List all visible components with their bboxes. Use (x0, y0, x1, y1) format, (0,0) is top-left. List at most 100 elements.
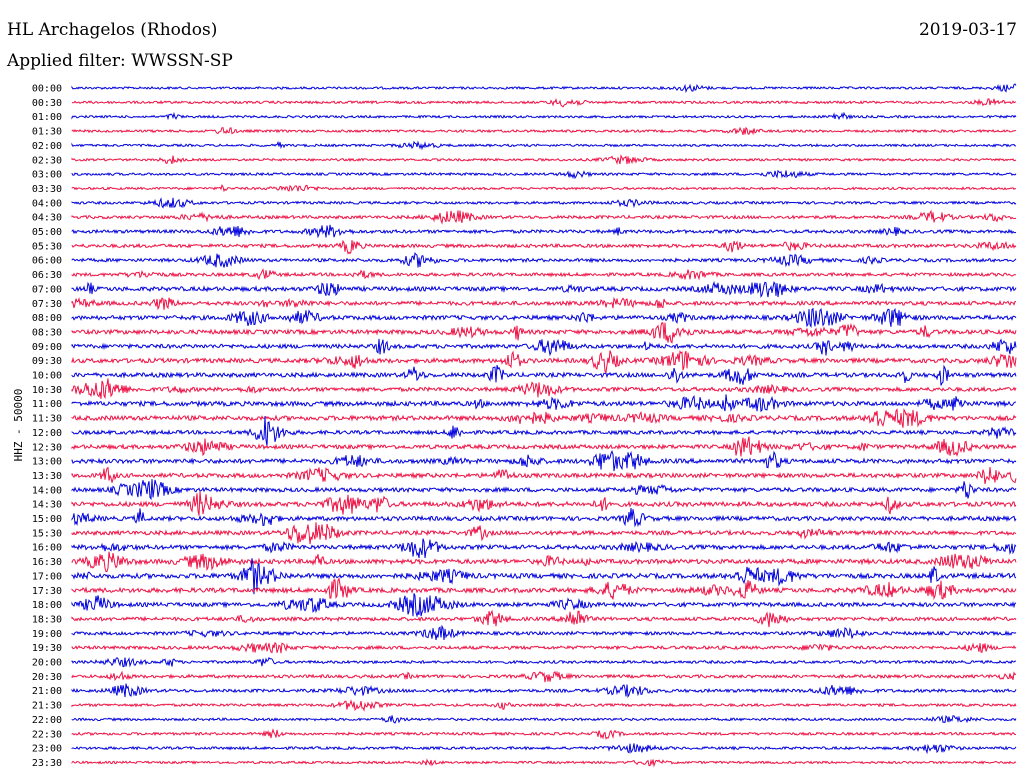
time-label: 05:30 (32, 241, 62, 252)
time-label: 02:00 (32, 141, 62, 152)
trace-line (71, 728, 1016, 740)
trace-line (71, 183, 1017, 193)
trace-line (71, 154, 1017, 165)
trace-line (71, 507, 1017, 528)
time-label: 17:00 (32, 571, 62, 582)
trace-line (71, 656, 1016, 668)
trace-line (71, 479, 1017, 501)
trace-line (71, 83, 1017, 94)
time-label: 11:00 (32, 399, 62, 410)
time-label: 00:30 (32, 98, 62, 109)
trace-line (71, 338, 1017, 357)
time-label: 18:30 (32, 614, 62, 625)
time-label: 23:30 (32, 758, 62, 769)
trace-line (71, 436, 1017, 457)
trace-line (71, 609, 1017, 628)
date-label: 2019-03-17 (918, 20, 1017, 40)
trace-line (71, 239, 1017, 255)
time-label: 12:00 (32, 428, 62, 439)
time-label: 01:30 (32, 127, 62, 138)
time-label: 13:00 (32, 457, 62, 468)
time-label: 21:30 (32, 701, 62, 712)
time-label: 15:00 (32, 514, 62, 525)
trace-line (71, 111, 1017, 121)
trace-line (71, 322, 1017, 344)
time-label: 16:30 (32, 557, 62, 568)
trace-line (71, 641, 1017, 654)
trace-line (71, 307, 1017, 329)
trace-line (71, 714, 1017, 724)
trace-line (71, 683, 1017, 699)
time-label: 15:30 (32, 528, 62, 539)
trace-line (71, 699, 1017, 712)
trace-line (71, 197, 1017, 209)
time-label: 03:30 (32, 184, 62, 195)
time-label: 23:00 (32, 744, 62, 755)
trace-line (71, 538, 1017, 559)
time-label: 19:30 (32, 643, 62, 654)
time-label: 06:00 (32, 256, 62, 267)
trace-line (71, 209, 1017, 225)
trace-line (71, 296, 1017, 311)
trace-line (71, 558, 1017, 595)
time-label: 13:30 (32, 471, 62, 482)
time-label: 07:00 (32, 284, 62, 295)
station-title: HL Archagelos (Rhodos) (7, 20, 218, 40)
trace-line (71, 378, 1017, 400)
trace-line (71, 466, 1017, 484)
trace-line (71, 97, 1017, 108)
trace-line (71, 624, 1017, 640)
trace-line (71, 758, 1017, 768)
trace-line (71, 743, 1017, 755)
time-label: 16:00 (32, 543, 62, 554)
trace-line (71, 280, 1017, 299)
time-label: 19:00 (32, 629, 62, 640)
trace-line (71, 169, 1017, 180)
trace-line (71, 551, 1017, 573)
trace-line (71, 408, 1017, 428)
trace-line (71, 522, 1017, 545)
trace-line (71, 268, 1017, 281)
time-label: 06:30 (32, 270, 62, 281)
time-label: 08:00 (32, 313, 62, 324)
time-label: 07:30 (32, 299, 62, 310)
time-label: 22:30 (32, 729, 62, 740)
time-label: 22:00 (32, 715, 62, 726)
time-label: 21:00 (32, 686, 62, 697)
time-label: 11:30 (32, 414, 62, 425)
trace-line (71, 364, 1017, 386)
trace-line (71, 670, 1017, 683)
time-label: 05:00 (32, 227, 62, 238)
trace-line (71, 394, 1016, 413)
time-label: 03:00 (32, 170, 62, 181)
trace-line (71, 140, 1016, 151)
trace-line (71, 577, 1017, 601)
time-label: 12:30 (32, 442, 62, 453)
time-label: 17:30 (32, 586, 62, 597)
time-label: 09:30 (32, 356, 62, 367)
time-label: 00:00 (32, 84, 62, 95)
trace-line (71, 593, 1017, 618)
trace-line (71, 416, 1017, 446)
time-label: 01:00 (32, 112, 62, 123)
trace-line (71, 491, 1017, 516)
trace-line (71, 350, 1017, 374)
time-label: 08:30 (32, 327, 62, 338)
seismogram-traces (71, 83, 1017, 768)
time-label: 20:30 (32, 672, 62, 683)
time-label: 20:00 (32, 658, 62, 669)
trace-line (71, 224, 1017, 239)
time-label: 02:30 (32, 155, 62, 166)
filter-label: Applied filter: WWSSN-SP (7, 51, 233, 71)
time-label: 04:00 (32, 198, 62, 209)
time-label: 04:30 (32, 213, 62, 224)
time-label: 10:00 (32, 371, 62, 382)
trace-line (71, 126, 1017, 136)
time-label: 10:30 (32, 385, 62, 396)
trace-line (71, 252, 1017, 268)
time-axis-labels: 00:00 00:30 01:00 01:30 02:00 02:30 03:00 03:30… (32, 84, 62, 769)
time-label: 14:00 (32, 485, 62, 496)
time-label: 14:30 (32, 500, 62, 511)
trace-line (71, 450, 1017, 472)
